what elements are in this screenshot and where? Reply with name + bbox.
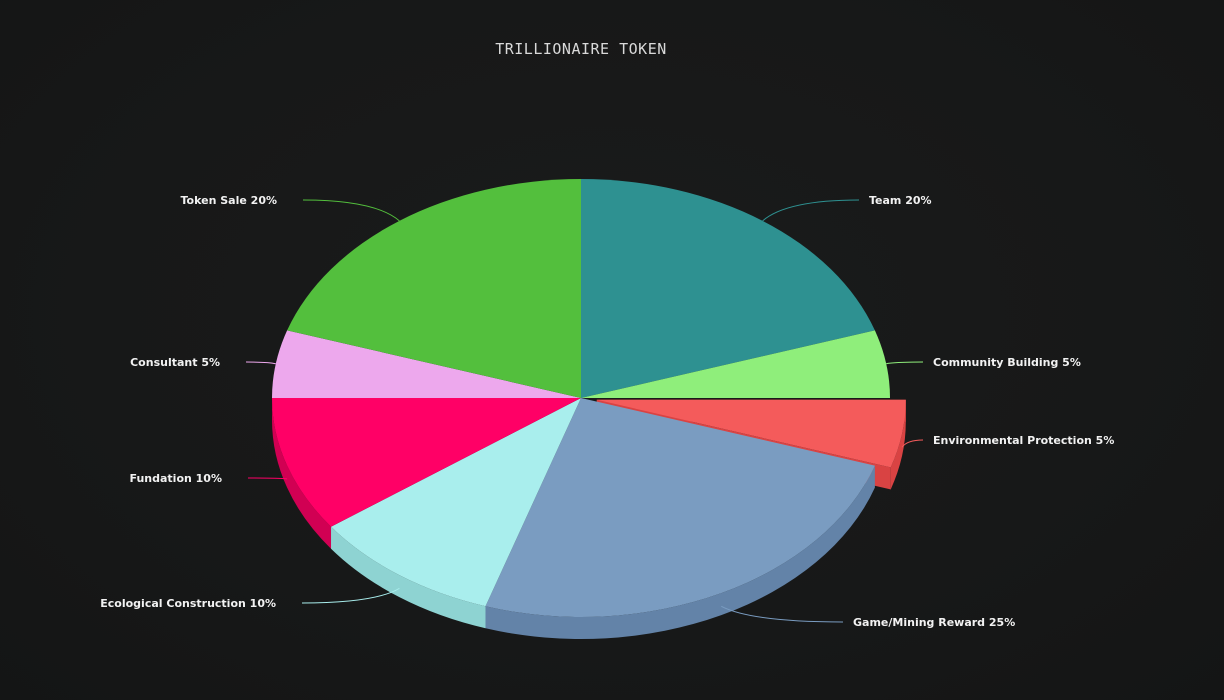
connector-team: [762, 199, 860, 222]
slice-ecological-construction[interactable]: [331, 398, 581, 607]
label-ecological-construction: Ecological Construction 10%: [100, 597, 276, 610]
label-consultant: Consultant 5%: [130, 356, 220, 369]
slice-side-game-mining-reward: [485, 465, 875, 639]
slice-fundation[interactable]: [272, 398, 581, 527]
label-environmental-protection: Environmental Protection 5%: [933, 434, 1114, 447]
connector-community-building: [886, 361, 924, 365]
connector-fundation: [247, 477, 288, 480]
slice-side-environmental-protection: [890, 399, 906, 490]
label-fundation: Fundation 10%: [129, 472, 222, 485]
connector-ecological-construction: [301, 587, 400, 604]
connector-consultant: [245, 361, 276, 365]
connector-token-sale: [302, 199, 400, 222]
label-team: Team 20%: [869, 194, 932, 207]
label-community-building: Community Building 5%: [933, 356, 1081, 369]
chart-title: TRILLIONAIRE TOKEN: [495, 40, 667, 58]
slice-game-mining-reward[interactable]: [485, 398, 875, 617]
slice-environmental-protection[interactable]: [596, 399, 906, 468]
connector-game-mining-reward: [721, 605, 844, 623]
pie-labels: Team 20% Community Building 5% Environment…: [100, 194, 1114, 629]
slice-token-sale[interactable]: [287, 179, 581, 398]
slice-side-fundation: [272, 398, 332, 549]
label-token-sale: Token Sale 20%: [181, 194, 277, 207]
label-game-mining-reward: Game/Mining Reward 25%: [853, 616, 1015, 629]
pie-tops: [272, 179, 906, 617]
slice-team[interactable]: [581, 179, 875, 398]
connector-environmental-protection: [901, 439, 924, 448]
slice-side-ecological-construction: [331, 526, 486, 629]
slice-community-building[interactable]: [581, 330, 891, 398]
slice-consultant[interactable]: [272, 330, 581, 398]
